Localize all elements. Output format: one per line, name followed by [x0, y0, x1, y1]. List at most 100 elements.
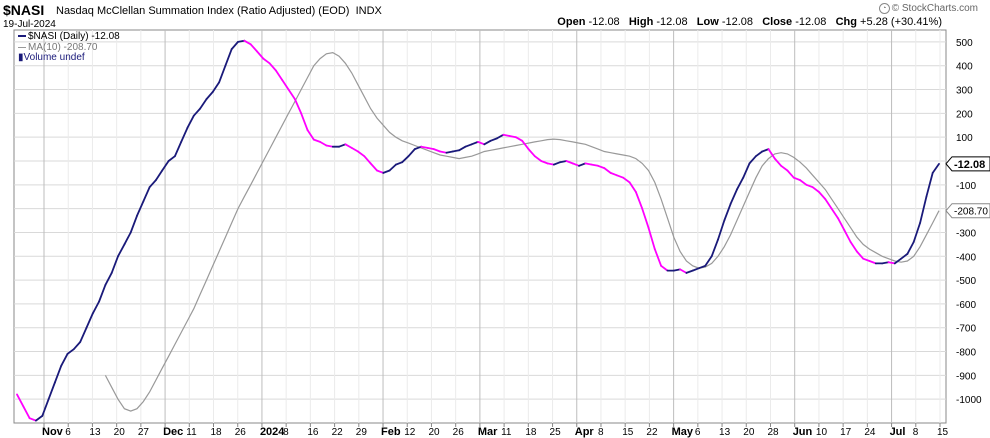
- nasi-line-segment: [824, 198, 833, 210]
- close-value: -12.08: [795, 16, 827, 28]
- nasi-line-segment: [881, 261, 890, 265]
- x-tick-label: 17: [840, 427, 852, 438]
- x-tick-label: 8: [598, 427, 604, 438]
- nasi-line-segment: [672, 268, 681, 272]
- nasi-line-segment: [811, 186, 820, 193]
- last-value-tag-label: -12.08: [954, 159, 985, 171]
- nasi-line-segment: [306, 129, 315, 141]
- volume-bars-icon: ▮: [18, 52, 24, 63]
- nasi-line-segment: [830, 207, 839, 220]
- nasi-line-segment: [312, 138, 322, 143]
- y-tick-label: 500: [956, 38, 973, 49]
- x-tick-label: 16: [307, 427, 319, 438]
- copyright-link[interactable]: ◔ © StockCharts.com: [878, 3, 978, 14]
- nasi-line-segment: [641, 207, 650, 229]
- nasi-line-segment: [521, 139, 530, 151]
- y-tick-label: -300: [956, 228, 976, 239]
- chg-label: Chg: [835, 16, 857, 28]
- legend-series-volume: ▮Volume undef: [18, 52, 85, 63]
- nasi-line-segment: [470, 140, 479, 146]
- nasi-line-segment: [717, 219, 726, 241]
- nasi-line-segment: [862, 257, 871, 262]
- y-tick-label: 400: [956, 62, 973, 73]
- legend-ma-text: MA(10) -208.70: [28, 42, 98, 53]
- legend-nasi-text: $NASI (Daily) -12.08: [28, 31, 120, 42]
- nasi-line-segment: [887, 261, 896, 265]
- x-tick-label: Nov: [42, 426, 64, 438]
- nasi-line-segment: [773, 157, 782, 167]
- nasi-line-segment: [54, 364, 63, 384]
- nasi-line-segment: [142, 186, 151, 203]
- nasi-line-segment: [16, 393, 25, 408]
- nasi-line-segment: [635, 191, 644, 210]
- legend-series-nasi: $NASI (Daily) -12.08: [18, 31, 120, 42]
- y-tick-label: 200: [956, 109, 973, 120]
- nasi-line-segment: [603, 167, 612, 174]
- nasi-line-segment: [293, 98, 303, 115]
- nasi-line-segment: [110, 255, 119, 274]
- nasi-line-segment: [736, 176, 745, 191]
- nasi-line-segment: [104, 271, 113, 286]
- x-tick-label: 22: [646, 427, 658, 438]
- nasi-line-segment: [338, 143, 347, 148]
- nasi-line-segment: [628, 181, 637, 193]
- chart-symbol: $NASI: [3, 2, 45, 18]
- x-tick-label: Mar: [478, 426, 498, 438]
- nasi-line-segment: [552, 161, 561, 166]
- x-tick-label: 18: [525, 427, 537, 438]
- nasi-line-segment: [262, 57, 271, 65]
- nasi-line-segment: [180, 126, 189, 143]
- y-tick-label: -700: [956, 324, 976, 335]
- x-tick-label: 20: [114, 427, 126, 438]
- x-tick-label: 8: [913, 427, 919, 438]
- nasi-line-segment: [685, 269, 694, 274]
- nasi-line-segment: [41, 398, 50, 417]
- nasi-line-segment: [199, 98, 208, 110]
- nasi-line-segment: [742, 162, 751, 179]
- nasi-line-segment: [287, 88, 296, 100]
- nasi-line-segment: [515, 136, 524, 142]
- legend-volume-text: Volume undef: [23, 52, 85, 63]
- nasi-line-segment: [502, 133, 511, 137]
- chart-description: Nasdaq McClellan Summation Index (Ratio …: [56, 5, 382, 17]
- x-tick-label: 13: [89, 427, 101, 438]
- nasi-line-segment: [792, 176, 801, 182]
- x-tick-label: 27: [138, 427, 150, 438]
- nasi-line-segment: [755, 150, 764, 158]
- nasi-line-segment: [28, 417, 37, 422]
- nasi-line-segment: [22, 405, 31, 420]
- nasi-line-segment: [843, 229, 852, 243]
- nasi-line-segment: [35, 414, 44, 422]
- nasi-line-segment: [837, 217, 846, 232]
- low-value: -12.08: [721, 16, 754, 28]
- nasi-line-segment: [91, 300, 100, 315]
- y-tick-label: -800: [956, 348, 976, 359]
- nasi-line-segment: [376, 169, 385, 174]
- nasi-line-segment: [256, 50, 265, 60]
- nasi-line-segment: [205, 91, 214, 100]
- chg-value: +5.28 (+30.41%): [860, 16, 942, 28]
- close-label: Close: [762, 16, 793, 28]
- nasi-line-segment: [192, 107, 202, 117]
- nasi-line-segment: [388, 163, 397, 172]
- x-tick-label: Dec: [163, 426, 183, 438]
- nasi-line-segment: [931, 162, 940, 174]
- nasi-line-segment: [653, 248, 662, 267]
- nasi-line-segment: [413, 145, 423, 151]
- nasi-line-segment: [47, 381, 56, 401]
- nasi-line-segment: [483, 139, 492, 146]
- nasi-line-segment: [60, 352, 69, 367]
- x-tick-label: 10: [816, 427, 828, 438]
- x-tick-label: 20: [428, 427, 440, 438]
- x-tick-label: 8: [283, 427, 289, 438]
- nasi-line-segment: [426, 146, 435, 151]
- y-tick-label: -600: [956, 300, 976, 311]
- ma-value-tag-label: -208.70: [954, 207, 988, 218]
- nasi-line-segment: [211, 81, 221, 93]
- nasi-line-segment: [780, 164, 789, 172]
- x-tick-label: 28: [767, 427, 779, 438]
- exchange-label: INDX: [355, 5, 382, 17]
- nasi-line-segment: [154, 169, 164, 182]
- nasi-line-segment: [79, 326, 88, 343]
